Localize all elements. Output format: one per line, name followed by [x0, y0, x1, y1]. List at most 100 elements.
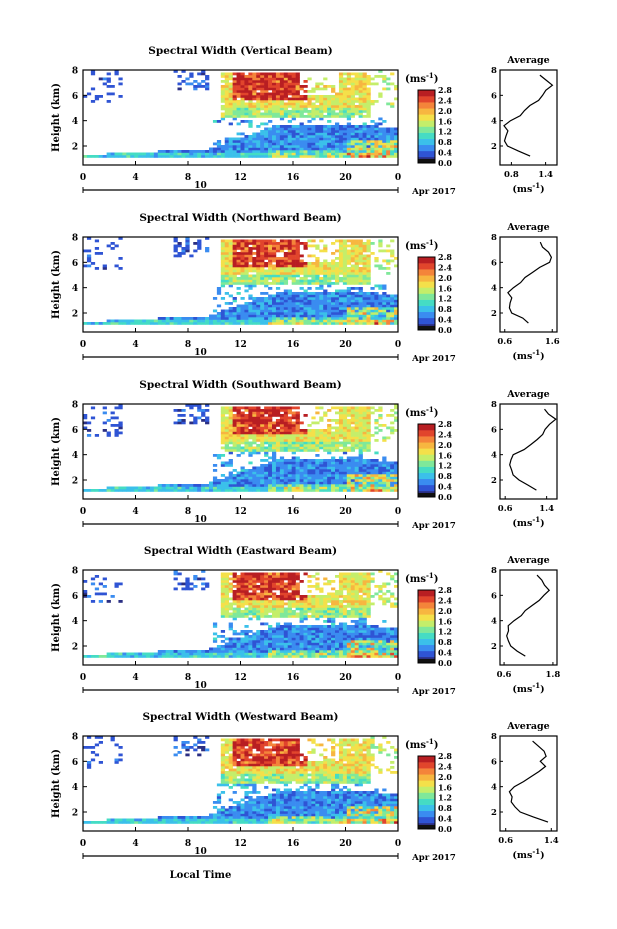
heatmap-cell	[327, 312, 332, 315]
heatmap-cell	[303, 597, 308, 601]
heatmap-cell	[358, 489, 363, 492]
heatmap-cell	[264, 446, 269, 450]
heatmap-cell	[291, 461, 296, 465]
heatmap-cell	[346, 297, 352, 300]
heatmap-cell	[220, 264, 226, 268]
heatmap-cell	[295, 431, 300, 435]
heatmap-cell	[185, 152, 190, 156]
heatmap-cell	[295, 317, 300, 320]
average-y-tick-label: 8	[491, 400, 497, 410]
heatmap-cell	[157, 486, 163, 490]
heatmap-cell	[228, 110, 233, 113]
heatmap-cell	[362, 259, 367, 263]
heatmap-cell	[228, 264, 233, 268]
average-frame	[499, 69, 558, 166]
average-y-tick-label: 6	[491, 91, 497, 101]
panel-title: Spectral Width (Vertical Beam)	[148, 45, 332, 57]
heatmap-cell	[275, 642, 281, 646]
colorbar-tick-label: 0.0	[438, 325, 452, 335]
heatmap-cell	[319, 406, 324, 410]
heatmap-cell	[232, 297, 237, 300]
heatmap-cell	[303, 439, 308, 442]
heatmap-cell	[224, 421, 229, 425]
heatmap-cell	[358, 322, 363, 325]
heatmap-cell	[173, 650, 178, 653]
heatmap-cell	[350, 267, 355, 270]
heatmap-cell	[118, 322, 123, 325]
heatmap-cell	[279, 469, 285, 472]
heatmap-cell	[358, 449, 363, 452]
average-unit: (ms-1)	[512, 181, 544, 195]
heatmap-cell	[287, 92, 292, 96]
heatmap-cell	[260, 474, 265, 477]
heatmap-cell	[279, 572, 285, 576]
heatmap-cell	[319, 436, 324, 440]
heatmap-cell	[110, 319, 115, 323]
heatmap-cell	[228, 607, 233, 611]
heatmap-cell	[260, 469, 265, 472]
heatmap-cell	[287, 297, 292, 300]
heatmap-cell	[299, 287, 304, 290]
heatmap-cell	[83, 595, 88, 598]
heatmap-cell	[224, 107, 229, 111]
heatmap-cell	[378, 140, 383, 143]
heatmap-cell	[331, 476, 336, 480]
heatmap-cell	[303, 90, 308, 93]
heatmap-cell	[394, 484, 399, 487]
heatmap-cell	[323, 459, 328, 462]
heatmap-cell	[240, 449, 245, 452]
heatmap-cell	[303, 489, 308, 492]
heatmap-cell	[220, 587, 226, 591]
heatmap-cell	[331, 95, 336, 98]
heatmap-cell	[358, 287, 363, 290]
heatmap-cell	[315, 247, 320, 250]
heatmap-cell	[118, 237, 123, 240]
heatmap-cell	[275, 249, 281, 253]
heatmap-cell	[335, 319, 340, 323]
heatmap-cell	[228, 105, 233, 108]
heatmap-cell	[346, 426, 352, 430]
heatmap-cell	[236, 105, 241, 108]
heatmap-cell	[236, 137, 241, 141]
heatmap-cell	[374, 464, 379, 467]
heatmap-cell	[268, 441, 273, 445]
heatmap-cell	[256, 107, 261, 111]
heatmap-cell	[228, 426, 233, 430]
heatmap-cell	[335, 431, 340, 435]
heatmap-cell	[299, 292, 304, 295]
heatmap-cell	[283, 274, 289, 278]
heatmap-cell	[279, 577, 285, 581]
heatmap-cell	[323, 449, 328, 452]
heatmap-cell	[236, 590, 241, 593]
heatmap-cell	[299, 647, 304, 651]
heatmap-cell	[228, 242, 233, 245]
heatmap-cell	[346, 449, 352, 452]
heatmap-cell	[232, 147, 237, 151]
heatmap-cell	[232, 597, 237, 601]
heatmap-cell	[283, 424, 289, 427]
heatmap-cell	[260, 319, 265, 323]
heatmap-cell	[256, 484, 261, 487]
heatmap-cell	[260, 297, 265, 300]
heatmap-cell	[275, 72, 281, 76]
heatmap-cell	[279, 132, 285, 136]
heatmap-cell	[291, 587, 296, 591]
heatmap-cell	[350, 90, 355, 93]
heatmap-cell	[252, 431, 257, 435]
heatmap-cell	[118, 155, 123, 158]
heatmap-cell	[335, 449, 340, 452]
heatmap-cell	[354, 461, 359, 465]
heatmap-cell	[216, 319, 222, 323]
heatmap-cell	[374, 292, 379, 295]
heatmap-cell	[220, 107, 226, 111]
heatmap-cell	[287, 411, 292, 415]
heatmap-cell	[275, 645, 281, 648]
heatmap-cell	[327, 481, 332, 485]
heatmap-cell	[362, 406, 367, 410]
heatmap-cell	[106, 419, 111, 422]
heatmap-cell	[244, 625, 249, 628]
heatmap-cell	[358, 481, 363, 485]
heatmap-cell	[165, 484, 170, 487]
heatmap-cell	[319, 461, 324, 465]
heatmap-cell	[283, 307, 289, 310]
